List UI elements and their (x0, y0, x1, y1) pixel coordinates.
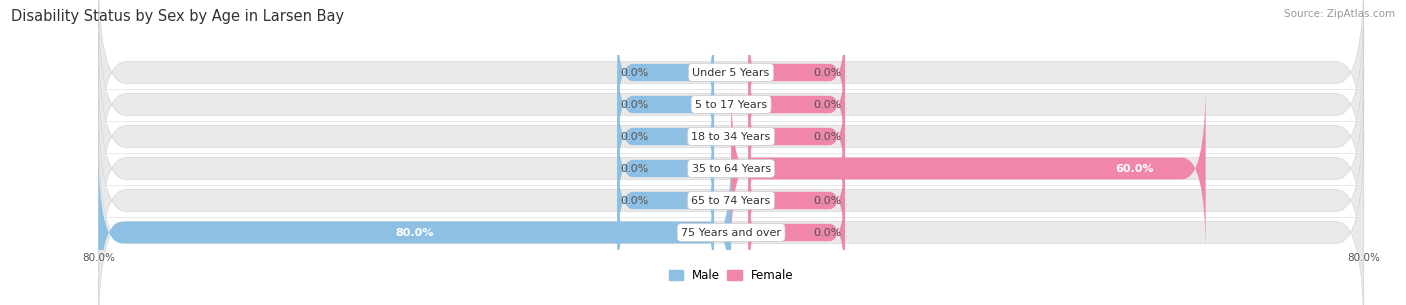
Legend: Male, Female: Male, Female (664, 265, 799, 287)
FancyBboxPatch shape (617, 49, 714, 160)
Text: 0.0%: 0.0% (813, 228, 842, 238)
FancyBboxPatch shape (748, 113, 845, 224)
Text: 65 to 74 Years: 65 to 74 Years (692, 196, 770, 206)
Text: 18 to 34 Years: 18 to 34 Years (692, 131, 770, 142)
FancyBboxPatch shape (98, 35, 1364, 238)
FancyBboxPatch shape (731, 83, 1206, 254)
FancyBboxPatch shape (617, 145, 714, 256)
FancyBboxPatch shape (748, 49, 845, 160)
Text: 75 Years and over: 75 Years and over (681, 228, 782, 238)
Text: 0.0%: 0.0% (813, 131, 842, 142)
FancyBboxPatch shape (98, 67, 1364, 270)
FancyBboxPatch shape (748, 17, 845, 128)
FancyBboxPatch shape (617, 177, 714, 288)
FancyBboxPatch shape (748, 81, 845, 192)
FancyBboxPatch shape (98, 3, 1364, 206)
FancyBboxPatch shape (98, 99, 1364, 302)
Text: Disability Status by Sex by Age in Larsen Bay: Disability Status by Sex by Age in Larse… (11, 9, 344, 24)
FancyBboxPatch shape (98, 0, 1364, 174)
Text: Source: ZipAtlas.com: Source: ZipAtlas.com (1284, 9, 1395, 19)
FancyBboxPatch shape (98, 147, 731, 305)
Text: 0.0%: 0.0% (813, 67, 842, 77)
FancyBboxPatch shape (617, 113, 714, 224)
Text: 0.0%: 0.0% (620, 163, 648, 174)
Text: 0.0%: 0.0% (813, 99, 842, 109)
FancyBboxPatch shape (748, 177, 845, 288)
Text: 0.0%: 0.0% (620, 99, 648, 109)
Text: Under 5 Years: Under 5 Years (693, 67, 769, 77)
Text: 0.0%: 0.0% (620, 131, 648, 142)
Text: 0.0%: 0.0% (620, 196, 648, 206)
FancyBboxPatch shape (617, 17, 714, 128)
Text: 5 to 17 Years: 5 to 17 Years (695, 99, 768, 109)
Text: 0.0%: 0.0% (620, 67, 648, 77)
Text: 0.0%: 0.0% (813, 196, 842, 206)
Text: 60.0%: 60.0% (1115, 163, 1154, 174)
FancyBboxPatch shape (98, 131, 1364, 305)
FancyBboxPatch shape (617, 81, 714, 192)
FancyBboxPatch shape (748, 145, 845, 256)
Text: 35 to 64 Years: 35 to 64 Years (692, 163, 770, 174)
Text: 80.0%: 80.0% (395, 228, 434, 238)
